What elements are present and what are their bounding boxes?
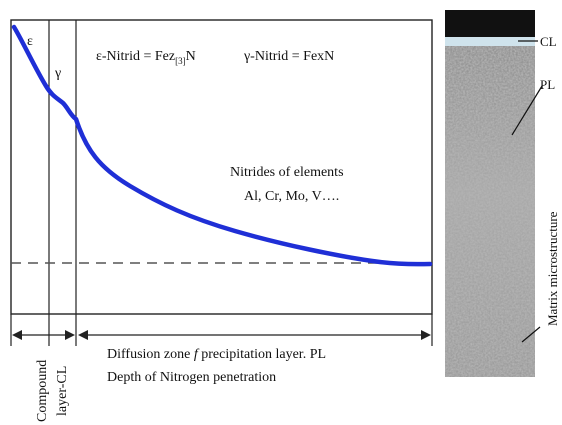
micrograph-compound-layer	[445, 37, 535, 46]
epsilon-phase-label: ε	[27, 34, 33, 49]
epsilon-formula-subscript: [3]	[175, 56, 186, 66]
compound-arrow-left	[12, 330, 22, 340]
diffusion-zone-separator: f	[194, 347, 200, 362]
precipitation-layer-text: precipitation layer. PL	[201, 347, 326, 362]
pl-pointer	[511, 85, 543, 136]
compound-label-line-2: layer-CL	[55, 366, 70, 416]
micrograph-texture	[445, 10, 535, 377]
micrograph-pl-label: PL	[540, 77, 555, 92]
diffusion-zone-text: Diffusion zone	[107, 347, 190, 362]
nitrides-line-1: Nitrides of elements	[230, 165, 344, 180]
micrograph-cl-label: CL	[540, 34, 557, 49]
nitrogen-concentration-curve	[11, 24, 433, 267]
gamma-nitride-formula: γ-Nitrid = FexN	[243, 49, 334, 64]
diffusion-arrow-left	[78, 330, 88, 340]
compound-label-line-1: Compound	[35, 360, 50, 422]
matrix-microstructure-label: Matrix microstructure	[545, 211, 560, 326]
gamma-phase-label: γ	[54, 66, 61, 81]
depth-of-penetration-label: Depth of Nitrogen penetration	[107, 370, 276, 385]
diffusion-zone-label: Diffusion zone f precipitation layer. PL	[107, 347, 326, 362]
epsilon-formula-main: ε-Nitrid = Fez	[96, 49, 175, 64]
nitrides-line-2: Al, Cr, Mo, V….	[244, 189, 339, 204]
plot-frame	[10, 19, 433, 315]
diffusion-arrow-right	[421, 330, 431, 340]
compound-arrow-right	[65, 330, 75, 340]
micrograph-top-dark	[445, 10, 535, 37]
matrix-pointer	[521, 326, 541, 343]
epsilon-formula-suffix: N	[186, 49, 196, 64]
epsilon-nitride-formula: ε-Nitrid = Fez[3]N	[96, 49, 196, 66]
micrograph	[445, 10, 543, 377]
